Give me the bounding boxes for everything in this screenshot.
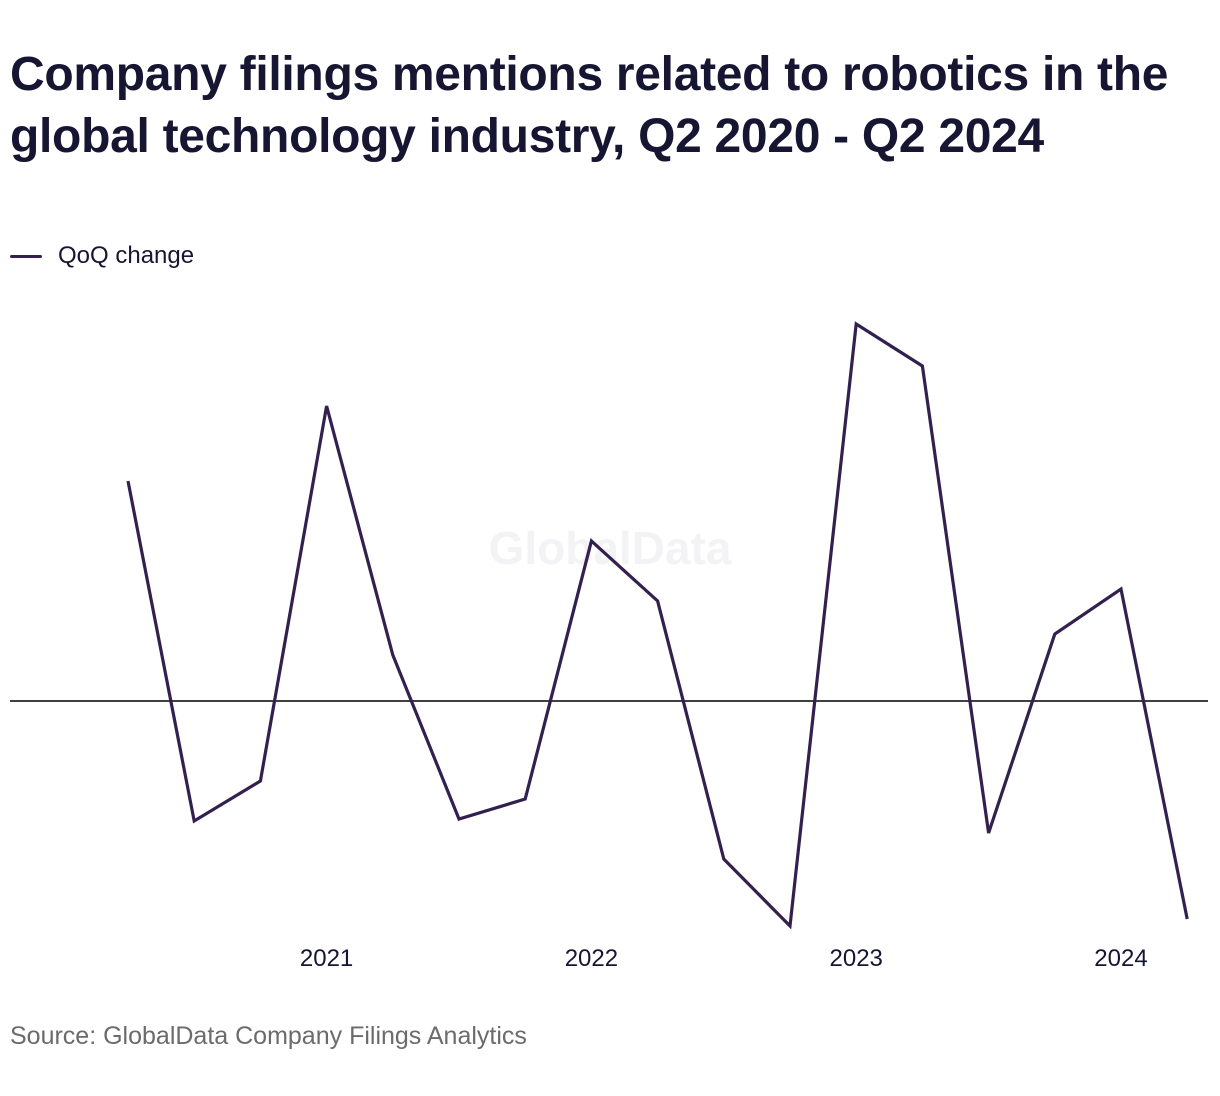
legend: QoQ change [10,242,194,270]
series-line-0 [126,321,1189,930]
legend-label: QoQ change [58,242,195,269]
legend-line-swatch [10,254,42,258]
line-chart: GlobalData 2021 2022 2023 2024 [10,321,1208,972]
x-tick-label: 2024 [1094,945,1147,972]
chart-title: Company filings mentions related to robo… [10,48,1169,163]
watermark: GlobalData [489,522,732,574]
x-tick-label: 2022 [565,945,618,972]
x-tick-label: 2023 [830,945,883,972]
x-tick-label: 2021 [300,945,353,972]
source-note: Source: GlobalData Company Filings Analy… [10,1022,527,1050]
